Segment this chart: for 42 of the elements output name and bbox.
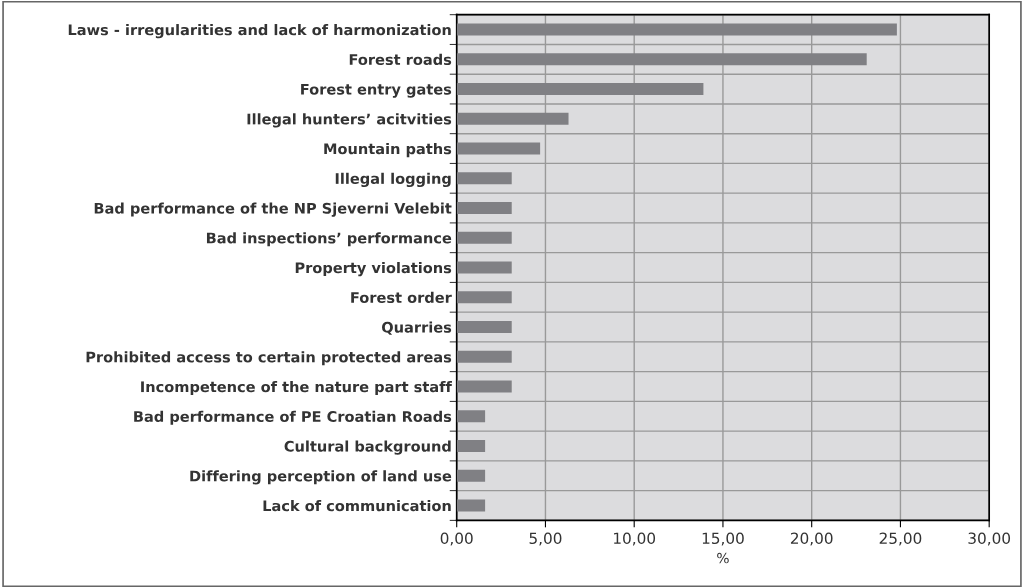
y-tick-label: Laws - irregularities and lack of harmonization: [68, 24, 451, 39]
bar: [456, 142, 541, 155]
y-tick-label: Bad performance of the NP Sjeverni Velebit: [94, 202, 452, 217]
y-tick-label: Incompetence of the nature part staff: [141, 380, 452, 396]
bar: [456, 83, 704, 96]
bar: [456, 469, 486, 482]
x-tick-label: 25,00: [879, 532, 922, 546]
bar: [456, 410, 486, 423]
bar: [456, 440, 486, 452]
bar: [456, 350, 512, 363]
bar: [456, 112, 569, 125]
y-tick-label: Quarries: [382, 321, 452, 335]
y-tick-label: Prohibited access to certain protected areas: [86, 351, 452, 366]
y-tick-label: Illegal logging: [335, 172, 451, 187]
bar: [456, 499, 486, 512]
x-tick-label: 5,00: [529, 532, 562, 546]
x-tick-label: 15,00: [702, 532, 744, 546]
y-tick-label: Property violations: [295, 262, 452, 277]
y-tick-label: Mountain paths: [324, 143, 452, 158]
bar: [456, 380, 512, 393]
y-tick-label: Forest roads: [349, 53, 452, 66]
y-tick-label: Cultural background: [284, 440, 451, 455]
x-axis-title: %: [717, 552, 729, 564]
bar: [456, 321, 512, 333]
x-tick-label: 0,00: [440, 532, 473, 546]
bar: [456, 53, 867, 66]
y-tick-label: Bad inspections’ performance: [206, 232, 452, 247]
y-tick-label: Forest entry gates: [301, 83, 452, 98]
x-tick-label: 30,00: [968, 532, 1011, 546]
bar: [456, 261, 512, 274]
bar: [456, 202, 512, 214]
bar: [456, 291, 512, 304]
y-tick-label: Lack of communication: [263, 499, 451, 512]
y-tick-label: Differing perception of land use: [190, 470, 452, 485]
bar: [456, 172, 512, 185]
y-tick-label: Illegal hunters’ acitvities: [247, 113, 452, 128]
x-tick-label: 20,00: [790, 532, 833, 546]
bar: [456, 23, 897, 36]
x-tick-label: 10,00: [614, 532, 656, 546]
bar: [456, 231, 512, 244]
y-tick-label: Forest order: [351, 291, 452, 304]
y-tick-label: Bad performance of PE Croatian Roads: [134, 410, 452, 425]
